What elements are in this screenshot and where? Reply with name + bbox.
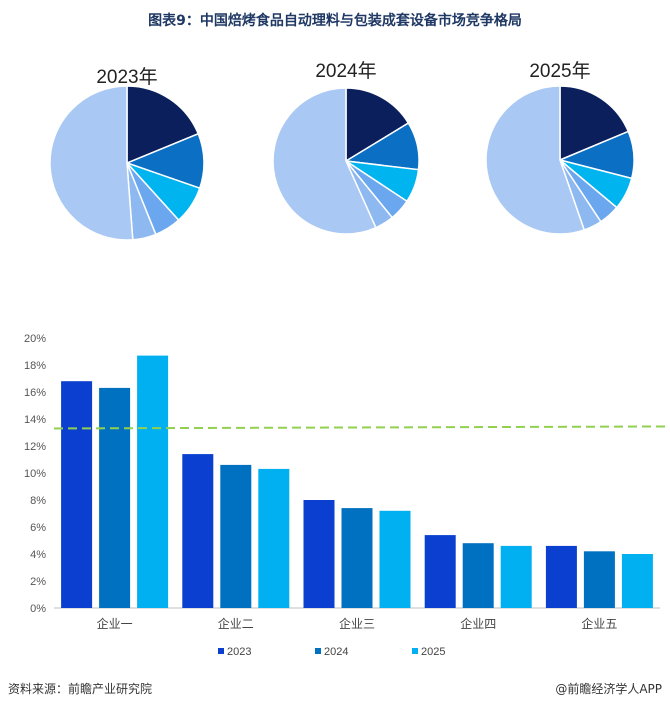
reference-line [53, 425, 670, 430]
bar [182, 454, 214, 608]
x-category-label: 企业四 [460, 616, 496, 631]
y-tick-label: 14% [24, 414, 46, 426]
bar [621, 554, 653, 608]
x-category-label: 企业三 [339, 616, 375, 631]
pie-3: 2025年 [485, 60, 635, 235]
legend-swatch [315, 648, 321, 654]
bar [220, 464, 252, 608]
y-tick-label: 2% [30, 576, 46, 588]
pie-1: 2023年 [49, 66, 205, 241]
y-tick-label: 6% [30, 522, 46, 534]
y-tick-label: 8% [30, 495, 46, 507]
bar [583, 551, 615, 608]
y-tick-label: 16% [24, 387, 46, 399]
bar [424, 535, 456, 608]
x-category-label: 企业二 [218, 616, 254, 631]
bar [99, 387, 131, 608]
y-tick-label: 4% [30, 549, 46, 561]
bar [500, 545, 532, 608]
pie-slice [559, 85, 630, 162]
legend-swatch [218, 648, 224, 654]
bar [379, 510, 411, 608]
pie-charts: 2023年 2024年 2025年 [49, 60, 635, 241]
legend-swatch [412, 648, 418, 654]
pie-slice [345, 87, 410, 163]
pie-year-label: 2024年 [315, 60, 376, 82]
legend-label: 2025 [421, 646, 445, 658]
y-tick-label: 20% [24, 333, 46, 345]
pie-slice [485, 85, 586, 235]
bar [303, 500, 335, 608]
pie-year-label: 2025年 [529, 60, 590, 82]
bar [258, 468, 290, 608]
y-tick-label: 12% [24, 441, 46, 453]
brand-note: @前瞻经济学人APP [555, 682, 662, 696]
pie-slice [126, 85, 200, 165]
x-category-label: 企业五 [581, 616, 617, 631]
bar [545, 545, 577, 608]
bar [341, 508, 373, 608]
pie-slice [49, 85, 134, 241]
legend-label: 2024 [324, 646, 348, 658]
pie-year-label: 2023年 [96, 66, 157, 88]
pie-slice [272, 87, 377, 235]
bar [462, 543, 494, 608]
source-note: 资料来源：前瞻产业研究院 [8, 682, 153, 696]
x-category-label: 企业一 [97, 616, 133, 631]
y-tick-label: 18% [24, 360, 46, 372]
chart-title: 图表9：中国焙烤食品自动理料与包装成套设备市场竞争格局 [148, 13, 522, 29]
y-tick-label: 0% [30, 603, 46, 615]
y-tick-label: 10% [24, 468, 46, 480]
bar [61, 381, 93, 608]
bar [137, 355, 169, 608]
pie-2: 2024年 [272, 60, 420, 235]
bar-chart: 0% 2% 4% 6% 8% 10% 12% 14% 16% 18% 20% 企业一 企业二 企业三 企业四… [24, 333, 670, 658]
legend-label: 2023 [227, 646, 251, 658]
